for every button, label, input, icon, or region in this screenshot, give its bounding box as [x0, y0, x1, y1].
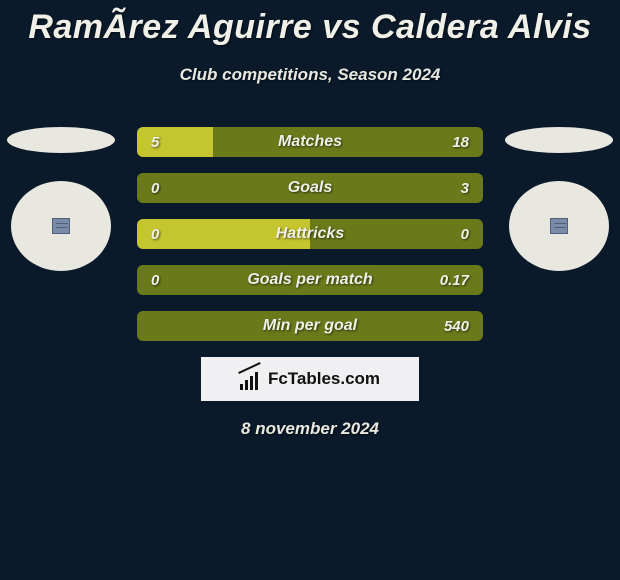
stat-row: 00Hattricks — [137, 219, 483, 249]
player-left-avatar — [11, 181, 111, 271]
player-left-column — [6, 127, 116, 271]
stat-row: 540Min per goal — [137, 311, 483, 341]
brand-logo[interactable]: FcTables.com — [201, 357, 419, 401]
brand-text: FcTables.com — [268, 369, 380, 389]
player-left-team-badge — [7, 127, 115, 153]
player-right-team-badge — [505, 127, 613, 153]
stats-bars: 518Matches 03Goals 00Hattricks 00.17Goals p… — [137, 127, 483, 341]
stat-label: Min per goal — [137, 311, 483, 341]
player-right-avatar — [509, 181, 609, 271]
date-label: 8 november 2024 — [0, 419, 620, 439]
main-area: 518Matches 03Goals 00Hattricks 00.17Goals p… — [0, 127, 620, 341]
stat-row: 518Matches — [137, 127, 483, 157]
placeholder-image-icon — [550, 218, 568, 234]
stat-row: 00.17Goals per match — [137, 265, 483, 295]
placeholder-image-icon — [52, 218, 70, 234]
subtitle: Club competitions, Season 2024 — [0, 65, 620, 85]
page-title: RamÃ­rez Aguirre vs Caldera Alvis — [0, 8, 620, 47]
fctables-icon — [240, 368, 262, 390]
stat-label: Hattricks — [137, 219, 483, 249]
stat-label: Goals per match — [137, 265, 483, 295]
stat-label: Matches — [137, 127, 483, 157]
stat-row: 03Goals — [137, 173, 483, 203]
comparison-widget: RamÃ­rez Aguirre vs Caldera Alvis Club c… — [0, 0, 620, 439]
player-right-column — [504, 127, 614, 271]
stat-label: Goals — [137, 173, 483, 203]
